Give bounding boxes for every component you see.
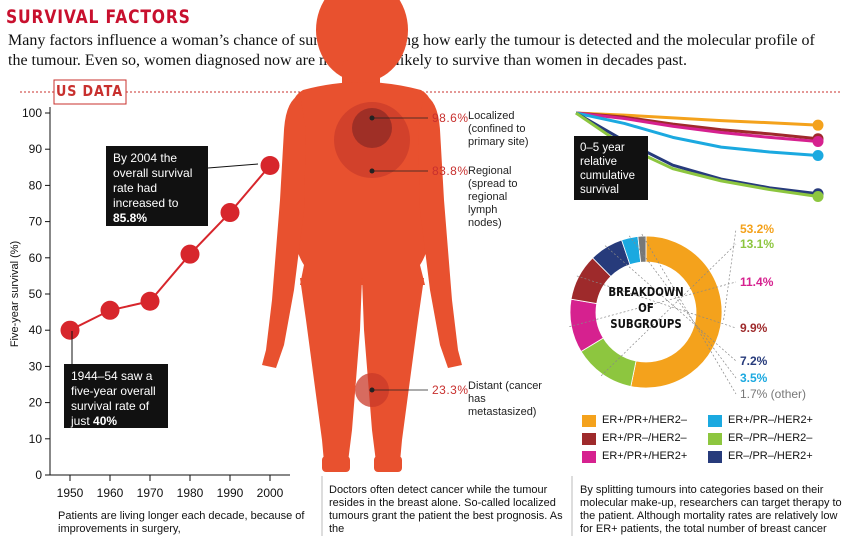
y-tick-label: 10 bbox=[29, 432, 43, 446]
distant-label: Distant (cancer has metastasized) bbox=[468, 380, 542, 418]
bottom-callout-value: 40% bbox=[93, 414, 118, 428]
survival-data-point bbox=[220, 203, 240, 223]
x-tick-label: 1950 bbox=[57, 486, 84, 500]
slice-label: 53.2% bbox=[740, 222, 775, 236]
top-callout: By 2004 the overall survival rate had in… bbox=[106, 146, 208, 226]
donut-slice bbox=[630, 235, 723, 389]
silhouette-right-leg bbox=[362, 278, 424, 462]
regional-label: Regional (spread to regional lymph nodes… bbox=[468, 165, 518, 229]
slice-label: 13.1% bbox=[740, 237, 775, 251]
x-tick-label: 1970 bbox=[137, 486, 164, 500]
y-tick-label: 100 bbox=[22, 106, 42, 120]
legend-text: ER+/PR+/HER2– bbox=[602, 414, 687, 426]
y-tick-label: 80 bbox=[29, 178, 43, 192]
legend-text: ER+/PR–/HER2+ bbox=[728, 414, 813, 426]
page-title: SURVIVAL FACTORS bbox=[6, 6, 191, 28]
relative-series-line bbox=[575, 111, 819, 157]
top-callout-value: 85.8% bbox=[113, 211, 148, 225]
slice-leader-line bbox=[600, 243, 737, 377]
survival-data-point bbox=[100, 300, 120, 320]
legend-swatch bbox=[582, 415, 596, 427]
breakdown-line: BREAKDOWN bbox=[608, 285, 684, 299]
distant-pct: 23.3% bbox=[432, 383, 469, 397]
bottom-callout: 1944–54 saw a five-year overall survival… bbox=[64, 364, 168, 428]
silhouette-left-foot bbox=[322, 456, 350, 472]
breakdown-label: BREAKDOWN OF SUBGROUPS bbox=[604, 284, 689, 332]
survival-data-point bbox=[140, 291, 160, 311]
slice-leader-line bbox=[723, 228, 737, 320]
y-tick-label: 20 bbox=[29, 396, 43, 410]
section-label-frame bbox=[20, 79, 842, 105]
top-callout-pointer bbox=[207, 163, 259, 169]
localized-circle bbox=[352, 108, 392, 148]
y-tick-label: 90 bbox=[29, 142, 43, 156]
legend-text: ER+/PR+/HER2+ bbox=[602, 450, 688, 462]
legend-text: ER–/PR–/HER2– bbox=[728, 432, 813, 444]
localized-label: Localized (confined to primary site) bbox=[468, 110, 529, 148]
slice-leader-line bbox=[569, 281, 737, 327]
legend-swatch bbox=[708, 415, 722, 427]
y-tick-label: 60 bbox=[29, 251, 43, 265]
silhouette-left-arm bbox=[262, 95, 306, 368]
stage-markers bbox=[334, 102, 428, 407]
subgroup-donut-chart bbox=[569, 235, 723, 389]
legend-swatch bbox=[582, 433, 596, 445]
silhouette-right-arm bbox=[418, 95, 462, 368]
relative-series-endpoint bbox=[812, 191, 824, 203]
relative-series-line bbox=[575, 111, 819, 144]
localized-pct: 98.6% bbox=[432, 111, 469, 125]
y-tick-label: 50 bbox=[29, 287, 43, 301]
footer-column-3: By splitting tumours into categories bas… bbox=[580, 484, 842, 535]
slice-leader-line bbox=[641, 233, 737, 395]
relative-series-endpoint bbox=[812, 119, 824, 131]
y-tick-label: 40 bbox=[29, 323, 43, 337]
x-tick-label: 1980 bbox=[177, 486, 204, 500]
legend-swatch bbox=[708, 433, 722, 445]
y-tick-label: 70 bbox=[29, 215, 43, 229]
silhouette-right-foot bbox=[374, 456, 402, 472]
relative-survival-label: 0–5 year relative cumulative survival bbox=[574, 136, 648, 200]
relative-series-endpoint bbox=[812, 149, 824, 161]
slice-label: 3.5% bbox=[740, 371, 768, 385]
legend-text: ER–/PR–/HER2+ bbox=[728, 450, 813, 462]
slice-leader-line bbox=[604, 245, 737, 362]
slice-leader-line bbox=[628, 235, 737, 379]
survival-data-point bbox=[260, 155, 280, 175]
x-tick-label: 2000 bbox=[257, 486, 284, 500]
slice-label: 11.4% bbox=[740, 275, 774, 289]
silhouette-left-leg bbox=[300, 278, 362, 462]
breakdown-line: SUBGROUPS bbox=[610, 317, 682, 331]
donut-label-leaders bbox=[569, 228, 737, 395]
relative-series-line bbox=[575, 111, 819, 127]
top-callout-text: By 2004 the overall survival rate had in… bbox=[113, 151, 193, 210]
x-tick-label: 1960 bbox=[97, 486, 124, 500]
legend-text: ER+/PR–/HER2– bbox=[602, 432, 687, 444]
slice-label: 7.2% bbox=[740, 354, 768, 368]
survival-line-chart bbox=[60, 155, 280, 340]
breakdown-line: OF bbox=[638, 301, 654, 315]
legend-swatch bbox=[708, 451, 722, 463]
footer-column-2: Doctors often detect cancer while the tu… bbox=[329, 484, 563, 535]
survival-data-point bbox=[180, 244, 200, 264]
section-label: US DATA bbox=[56, 82, 123, 100]
y-tick-label: 0 bbox=[35, 468, 42, 482]
bottom-callout-text: 1944–54 saw a five-year overall survival… bbox=[71, 369, 156, 428]
survival-data-point bbox=[60, 320, 80, 340]
slice-label: 9.9% bbox=[740, 321, 768, 335]
regional-pct: 83.8% bbox=[432, 164, 469, 178]
slice-label: 1.7% (other) bbox=[740, 387, 807, 401]
legend-swatch bbox=[582, 451, 596, 463]
x-tick-label: 1990 bbox=[217, 486, 244, 500]
relative-series-endpoint bbox=[812, 136, 824, 148]
y-tick-label: 30 bbox=[29, 359, 43, 373]
y-axis-title: Five-year survival (%) bbox=[9, 241, 21, 347]
silhouette-hair bbox=[316, 0, 408, 82]
footer-column-1: Patients are living longer each decade, … bbox=[58, 510, 305, 535]
survival-chart-axes: 0 10 20 30 40 50 60 70 80 90 100 1950 1960 1970 1980 19… bbox=[9, 106, 290, 500]
